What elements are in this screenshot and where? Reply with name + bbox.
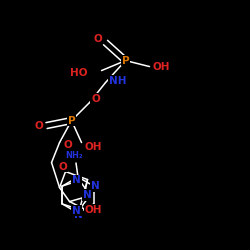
Text: N: N	[74, 210, 82, 220]
Text: O: O	[34, 120, 43, 130]
Text: P: P	[68, 116, 75, 126]
Text: O: O	[58, 162, 67, 172]
Text: N: N	[72, 176, 81, 186]
Text: P: P	[122, 56, 129, 66]
Text: NH: NH	[109, 76, 126, 86]
Text: O: O	[91, 94, 100, 104]
Text: OH: OH	[85, 204, 102, 214]
Text: OH: OH	[153, 62, 170, 72]
Text: N: N	[91, 181, 100, 191]
Text: HO: HO	[70, 68, 87, 78]
Text: N: N	[72, 206, 81, 216]
Text: O: O	[93, 34, 102, 43]
Text: NH₂: NH₂	[65, 150, 83, 160]
Text: OH: OH	[85, 142, 102, 152]
Text: O: O	[63, 140, 72, 149]
Text: N: N	[83, 190, 92, 200]
